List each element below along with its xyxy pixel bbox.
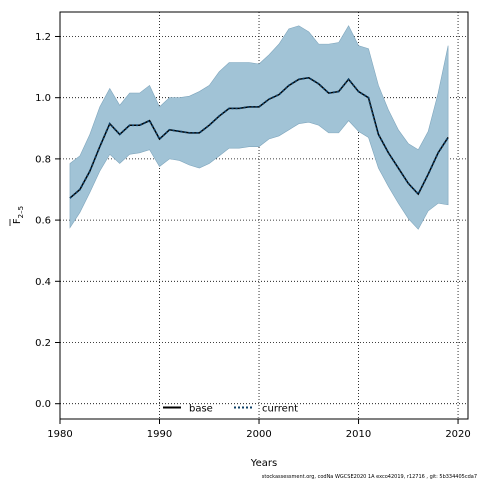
x-tick-label: 2000 (246, 429, 271, 440)
caption-text: stockassessment.org, codNa WGCSE2020 1A … (262, 474, 477, 480)
y-tick-label: 0.0 (35, 399, 51, 410)
series-line-current (69, 76, 449, 199)
x-axis-title: Years (250, 458, 277, 469)
x-tick-label: 2020 (445, 429, 470, 440)
y-tick-label: 0.4 (35, 277, 51, 288)
legend-base-label: base (189, 404, 213, 415)
confidence-band-layer (69, 25, 449, 230)
y-tick-label: 0.2 (35, 338, 51, 349)
y-tick-label: 1.0 (35, 93, 51, 104)
series-layer (69, 76, 449, 199)
y-axis-title-main: F (12, 218, 23, 224)
legend: base current (163, 404, 298, 415)
x-tick-label: 2010 (346, 429, 371, 440)
legend-current-label: current (262, 404, 298, 415)
plot-frame (59, 11, 469, 420)
x-tick-label: 1990 (147, 429, 172, 440)
y-axis-title: F2–5 (12, 206, 25, 224)
y-tick-label: 1.2 (35, 32, 51, 43)
y-axis-title-subscript: 2–5 (17, 206, 25, 218)
confidence-band (69, 25, 449, 230)
axes: 1980 1990 2000 2010 2020 0.0 0.2 0.4 0.6 0.8 1.0 1.… (35, 32, 471, 440)
svg-text:F2–5: F2–5 (12, 206, 25, 224)
x-tick-label: 1980 (47, 429, 72, 440)
y-tick-label: 0.6 (35, 216, 51, 227)
y-tick-label: 0.8 (35, 154, 51, 165)
